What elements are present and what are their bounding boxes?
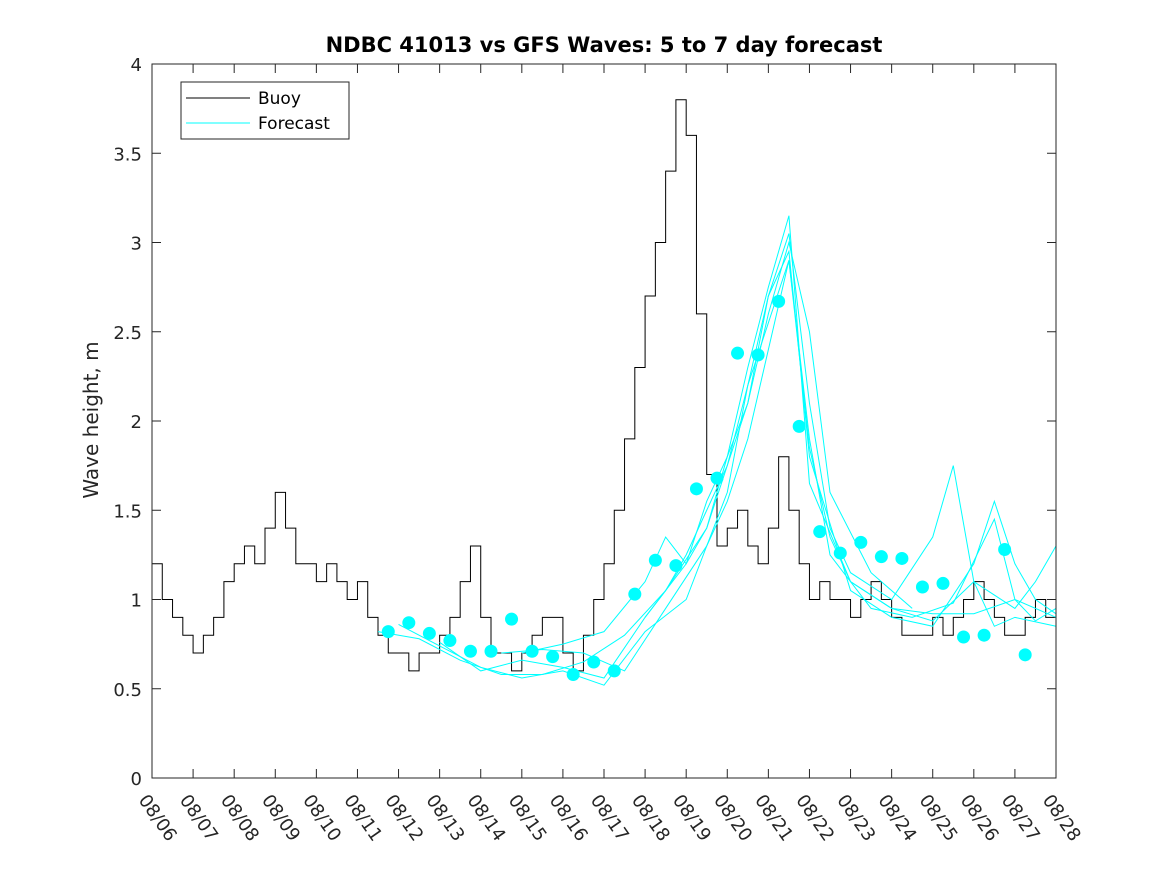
- forecast-marker: [443, 634, 457, 648]
- forecast-marker: [731, 346, 745, 360]
- forecast-marker: [587, 655, 601, 669]
- y-tick-label: 4: [131, 55, 142, 76]
- buoy-line: [152, 99, 1056, 672]
- forecast-marker: [772, 294, 786, 308]
- forecast-marker: [957, 630, 971, 644]
- forecast-marker: [463, 644, 477, 658]
- axes-background: [152, 64, 1056, 778]
- forecast-marker: [648, 553, 662, 567]
- forecast-marker: [915, 580, 929, 594]
- forecast-marker: [895, 551, 909, 565]
- forecast-marker: [710, 471, 724, 485]
- forecast-line-6: [644, 260, 1057, 618]
- forecast-marker: [422, 626, 436, 640]
- forecast-marker: [381, 625, 395, 639]
- legend-box: [180, 81, 350, 140]
- y-tick-label: 0.5: [113, 680, 142, 701]
- forecast-markers: [381, 294, 1032, 681]
- y-tick-label: 3.5: [113, 144, 142, 165]
- y-tick-label: 2.5: [113, 323, 142, 344]
- y-axis-label: Wave height, m: [79, 341, 103, 498]
- plot-area: 00.511.522.533.54 08/0608/0708/0808/0908…: [113, 55, 1085, 845]
- forecast-marker: [977, 628, 991, 642]
- legend-forecast-label: Forecast: [258, 114, 330, 134]
- forecast-marker: [546, 650, 560, 664]
- forecast-marker: [689, 482, 703, 496]
- forecast-marker: [813, 525, 827, 539]
- chart-title: NDBC 41013 vs GFS Waves: 5 to 7 day fore…: [326, 33, 883, 57]
- forecast-marker: [669, 559, 683, 573]
- y-tick-label: 0: [131, 769, 142, 790]
- forecast-marker: [854, 535, 868, 549]
- forecast-marker: [833, 546, 847, 560]
- forecast-marker: [607, 664, 621, 678]
- y-axis-ticks: 0 0.5 1 1.5 2 2.5 3 3.5 4: [113, 55, 1056, 790]
- forecast-marker: [505, 612, 519, 626]
- forecast-marker: [484, 644, 498, 658]
- y-tick-label: 2: [131, 412, 142, 433]
- y-tick-label: 3: [131, 234, 142, 255]
- forecast-line-5: [521, 233, 1057, 654]
- forecast-marker: [936, 576, 950, 590]
- forecast-marker: [402, 616, 416, 630]
- forecast-marker: [998, 543, 1012, 557]
- y-tick-label: 1.5: [113, 501, 142, 522]
- forecast-marker: [628, 587, 642, 601]
- forecast-marker: [525, 644, 539, 658]
- forecast-marker: [792, 419, 806, 433]
- y-tick-label: 1: [131, 591, 142, 612]
- forecast-marker: [874, 550, 888, 564]
- legend-buoy-label: Buoy: [258, 89, 301, 109]
- forecast-marker: [751, 348, 765, 362]
- legend: Buoy Forecast: [180, 81, 350, 140]
- forecast-marker: [1018, 648, 1032, 662]
- forecast-marker: [566, 667, 580, 681]
- buoy-series: [152, 99, 1056, 672]
